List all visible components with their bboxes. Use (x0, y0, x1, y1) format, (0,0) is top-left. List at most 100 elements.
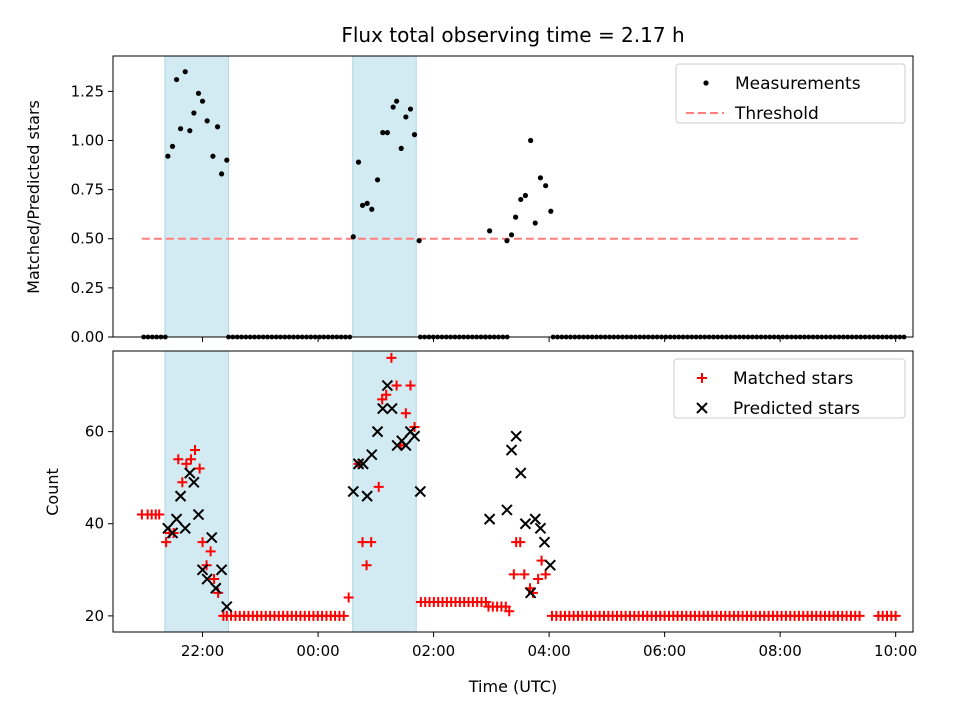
predicted-star-point (510, 430, 522, 442)
matched-star-point (357, 537, 368, 548)
measurement-point (522, 192, 529, 199)
measurement-point (380, 130, 386, 136)
y-tick-label: 1.25 (71, 82, 104, 100)
predicted-star-point (179, 522, 191, 535)
measurement-point (532, 220, 538, 226)
predicted-star-point (519, 518, 532, 530)
measurement-point (508, 232, 515, 238)
y-tick-label: 20 (85, 607, 104, 625)
y-tick-label: 1.00 (71, 131, 104, 149)
predicted-star-point (505, 444, 518, 456)
matched-star-point (391, 380, 402, 391)
measurement-point (210, 153, 216, 159)
predicted-star-point (529, 513, 541, 525)
x-tick-label: 10:00 (874, 642, 917, 660)
legend-box (673, 358, 906, 419)
measurement-point (528, 137, 534, 144)
measurement-point (411, 132, 418, 138)
count-y-axis-label: Count (43, 468, 62, 516)
matched-star-point (194, 463, 205, 474)
measurement-point (182, 69, 188, 75)
measurement-point (504, 238, 510, 244)
measurement-point (169, 143, 176, 149)
predicted-star-point (544, 559, 556, 571)
measurement-point (384, 130, 390, 136)
predicted-star-point (524, 587, 537, 599)
x-tick-label: 22:00 (181, 642, 224, 660)
predicted-star-point (352, 458, 365, 470)
predicted-star-point (501, 504, 513, 516)
matched-star-point (890, 610, 901, 621)
x-tick-label: 06:00 (643, 642, 686, 660)
predicted-star-point (170, 513, 183, 525)
matched-star-point (173, 454, 184, 465)
measurement-point (394, 98, 400, 104)
predicted-star-point (357, 458, 369, 470)
x-tick-label: 02:00 (412, 642, 455, 660)
matched-star-point (366, 537, 377, 548)
measurement-point (537, 175, 544, 181)
matched-star-point (504, 606, 515, 617)
predicted-star-point (377, 402, 389, 415)
axes-frame (112, 55, 914, 338)
predicted-star-point (408, 430, 421, 442)
legend-label: Predicted stars (733, 399, 860, 419)
measurement-point (364, 200, 370, 206)
measurement-point (199, 98, 206, 104)
legend-measurement-marker (703, 80, 709, 86)
matched-star-point (197, 537, 208, 548)
matched-star-point (209, 574, 220, 585)
predicted-star-point (206, 531, 218, 544)
matched-star-point (533, 574, 544, 585)
matched-star-point (386, 352, 397, 363)
predicted-star-point (201, 573, 213, 585)
predicted-star-point (221, 600, 233, 613)
predicted-star-point (196, 564, 209, 576)
matched-star-point (218, 610, 229, 621)
predicted-star-point (515, 467, 527, 479)
measurement-point (369, 206, 375, 212)
predicted-star-point (414, 485, 426, 498)
predicted-star-point (347, 485, 359, 498)
measurement-point (403, 114, 409, 120)
predicted-star-point (215, 564, 228, 576)
matched-star-point (854, 610, 865, 621)
predicted-star-point (483, 513, 496, 525)
measurement-point (350, 234, 356, 240)
x-tick-label: 00:00 (296, 642, 339, 660)
matched-star-point (190, 445, 201, 456)
measurement-point (374, 177, 381, 183)
predicted-star-point (534, 522, 547, 535)
measurement-point (187, 128, 193, 134)
predicted-star-point (166, 527, 179, 539)
measurement-point (512, 214, 519, 220)
measurement-point (165, 153, 171, 159)
chart-title: Flux total observing time = 2.17 h (341, 23, 684, 47)
measurement-point (543, 183, 549, 189)
predicted-star-point (366, 448, 378, 461)
predicted-star-point (210, 582, 222, 594)
measurement-point (398, 145, 404, 151)
measurement-point (173, 76, 180, 83)
measurement-point (204, 118, 210, 124)
predicted-star-point (192, 508, 205, 521)
matched-star-point (343, 592, 354, 603)
y-tick-label: 0.75 (71, 181, 104, 199)
axes-frame (112, 350, 914, 633)
predicted-star-point (174, 490, 187, 502)
matched-star-point (185, 454, 196, 465)
y-tick-label: 0.50 (71, 230, 104, 248)
matched-star-point (205, 546, 216, 557)
legend-label: Threshold (734, 104, 819, 124)
x-tick-label: 08:00 (759, 642, 802, 660)
measurement-point (518, 196, 524, 203)
matched-star-point (161, 537, 172, 548)
measurement-point (407, 106, 414, 112)
y-tick-label: 0.00 (71, 328, 104, 346)
measurement-point (355, 159, 362, 165)
matched-star-point (181, 458, 192, 469)
ratio-y-axis-label: Matched/Predicted stars (24, 100, 43, 294)
predicted-star-point (371, 425, 384, 438)
highlight-band-2 (352, 55, 417, 338)
